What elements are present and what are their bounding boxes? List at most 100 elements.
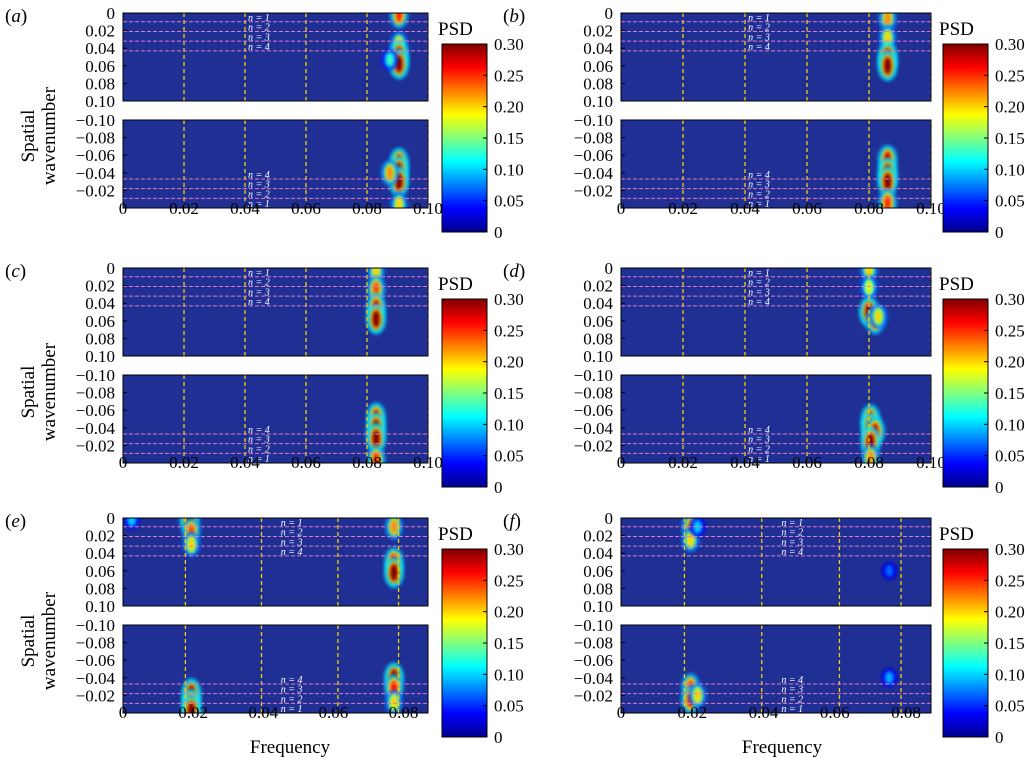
panel-b: (b) n = 1n = 2n = 3n = 400.020.040.060.08… bbox=[503, 4, 1025, 242]
y-tick-label: −0.06 bbox=[76, 401, 115, 420]
y-tick-label: −0.02 bbox=[76, 181, 115, 200]
colorbar-tick-label: 0.20 bbox=[995, 98, 1025, 117]
y-tick-label: 0.04 bbox=[583, 294, 613, 313]
y-tick-label: −0.04 bbox=[574, 669, 614, 688]
y-tick-label: 0 bbox=[107, 4, 116, 23]
colorbar-tick-label: 0.30 bbox=[995, 540, 1025, 559]
colorbar-tick-label: 0.30 bbox=[494, 540, 524, 559]
colorbar-title: PSD bbox=[939, 19, 974, 40]
colorbar-tick-label: 0.30 bbox=[995, 290, 1025, 309]
y-tick-label: −0.04 bbox=[76, 164, 116, 183]
plot-frame bbox=[620, 119, 932, 209]
mode-label: n = 3 bbox=[748, 180, 770, 191]
colorbar-tick-label: 0.20 bbox=[494, 603, 524, 622]
mode-label: n = 2 bbox=[748, 23, 770, 34]
colorbar bbox=[441, 298, 488, 488]
plot-background bbox=[621, 518, 931, 606]
panel-label-letter: c bbox=[11, 261, 20, 282]
x-tick-label: 0.04 bbox=[230, 199, 260, 218]
colorbar-tick-label: 0.25 bbox=[494, 571, 524, 590]
y-axis-label: Spatial wavenumber bbox=[18, 86, 60, 185]
plot-frame bbox=[122, 267, 429, 357]
panel-label-letter: b bbox=[509, 6, 519, 27]
mode-label: n = 2 bbox=[248, 278, 270, 289]
y-tick-label: 0.10 bbox=[85, 92, 115, 111]
mode-label: n = 4 bbox=[248, 425, 270, 436]
plot-content: n = 4n = 3n = 2n = 1 bbox=[621, 625, 931, 713]
mode-label: n = 2 bbox=[748, 189, 770, 200]
mode-label: n = 1 bbox=[748, 13, 770, 24]
y-tick-label: 0.10 bbox=[583, 347, 613, 366]
x-tick-label: 0.04 bbox=[730, 199, 760, 218]
colorbar-tick-label: 0 bbox=[995, 223, 1004, 242]
y-tick-label: 0.10 bbox=[583, 92, 613, 111]
mode-label: n = 2 bbox=[248, 189, 270, 200]
plot-background bbox=[621, 375, 931, 463]
y-tick-label: 0.10 bbox=[85, 347, 115, 366]
psd-peak bbox=[372, 451, 380, 463]
colorbar-tick-label: 0.25 bbox=[995, 66, 1025, 85]
plot-frame bbox=[620, 624, 932, 714]
x-tick-label: 0 bbox=[119, 199, 128, 218]
colorbar bbox=[942, 298, 989, 488]
y-tick-label: −0.06 bbox=[574, 651, 613, 670]
x-axis-label: Frequency bbox=[742, 737, 823, 758]
plot-content: n = 1n = 2n = 3n = 4 bbox=[621, 518, 931, 606]
y-axis-label-line2: wavenumber bbox=[39, 591, 60, 690]
x-axis-label: Frequency bbox=[250, 737, 331, 758]
colorbar-title: PSD bbox=[438, 274, 473, 295]
colorbar bbox=[441, 43, 488, 233]
plot-frame bbox=[620, 374, 932, 464]
y-tick-label: 0.06 bbox=[583, 57, 613, 76]
y-tick-label: 0.08 bbox=[85, 74, 115, 93]
colorbar-title: PSD bbox=[939, 274, 974, 295]
subplot-bottom: n = 4n = 3n = 2n = 1 −0.10−0.08−0.06−0.04… bbox=[574, 111, 932, 210]
y-tick-label: −0.04 bbox=[76, 669, 116, 688]
colorbar-tick-label: 0.10 bbox=[494, 665, 524, 684]
psd-peak bbox=[883, 173, 892, 191]
panel-c: (c) n = 1n = 2n = 3n = 400.020.040.060.08… bbox=[5, 259, 524, 497]
y-tick-label: 0 bbox=[605, 259, 614, 278]
plot-background bbox=[621, 625, 931, 713]
y-tick-label: −0.08 bbox=[76, 634, 115, 653]
mode-label: n = 1 bbox=[748, 199, 770, 210]
psd-peak bbox=[395, 13, 403, 23]
subplot-bottom: n = 4n = 3n = 2n = 1 −0.10−0.08−0.06−0.04… bbox=[574, 616, 932, 714]
y-tick-label: 0.04 bbox=[85, 544, 115, 563]
plot-background bbox=[123, 518, 428, 606]
x-tick-label: 0.10 bbox=[413, 199, 443, 218]
plot-content: n = 1n = 2n = 3n = 4 bbox=[123, 13, 428, 101]
plot-content: n = 4n = 3n = 2n = 1 bbox=[123, 625, 428, 713]
plot-frame bbox=[122, 119, 429, 209]
colorbar-tick-label: 0.20 bbox=[494, 98, 524, 117]
colorbar-tick-label: 0.30 bbox=[494, 35, 524, 54]
y-tick-label: 0.10 bbox=[583, 597, 613, 616]
panel-label: (a) bbox=[5, 6, 27, 27]
subplot-top: n = 1n = 2n = 3n = 4 00.020.040.060.080.1… bbox=[85, 259, 429, 366]
colorbar-tick-label: 0.20 bbox=[494, 353, 524, 372]
plot-content: n = 4n = 3n = 2n = 1 bbox=[123, 375, 428, 463]
x-tick-label: 0.02 bbox=[169, 199, 199, 218]
y-axis-label-line1: Spatial bbox=[18, 615, 39, 668]
mode-label: n = 4 bbox=[248, 170, 270, 181]
colorbar-tick-label: 0.05 bbox=[995, 697, 1025, 716]
mode-label: n = 3 bbox=[248, 435, 270, 446]
y-tick-label: 0.04 bbox=[85, 294, 115, 313]
colorbar-tick-label: 0.30 bbox=[494, 290, 524, 309]
y-tick-label: 0.08 bbox=[85, 329, 115, 348]
mode-label: n = 4 bbox=[248, 42, 270, 53]
y-tick-label: −0.06 bbox=[574, 146, 613, 165]
mode-label: n = 3 bbox=[781, 685, 803, 696]
x-tick-label: 0 bbox=[617, 199, 626, 218]
plot-background bbox=[123, 13, 428, 101]
colorbar-tick-label: 0.05 bbox=[494, 447, 524, 466]
y-tick-label: −0.10 bbox=[574, 616, 613, 635]
colorbar-tick-label: 0.25 bbox=[494, 321, 524, 340]
mode-label: n = 2 bbox=[748, 278, 770, 289]
colorbar-tick-label: 0.15 bbox=[494, 129, 524, 148]
subplot-top: n = 1n = 2n = 3n = 4 00.020.040.060.080.1… bbox=[85, 509, 429, 616]
mode-label: n = 4 bbox=[748, 425, 770, 436]
y-axis-label-line1: Spatial bbox=[18, 110, 39, 163]
plot-content: n = 4n = 3n = 2n = 1 bbox=[621, 120, 931, 210]
